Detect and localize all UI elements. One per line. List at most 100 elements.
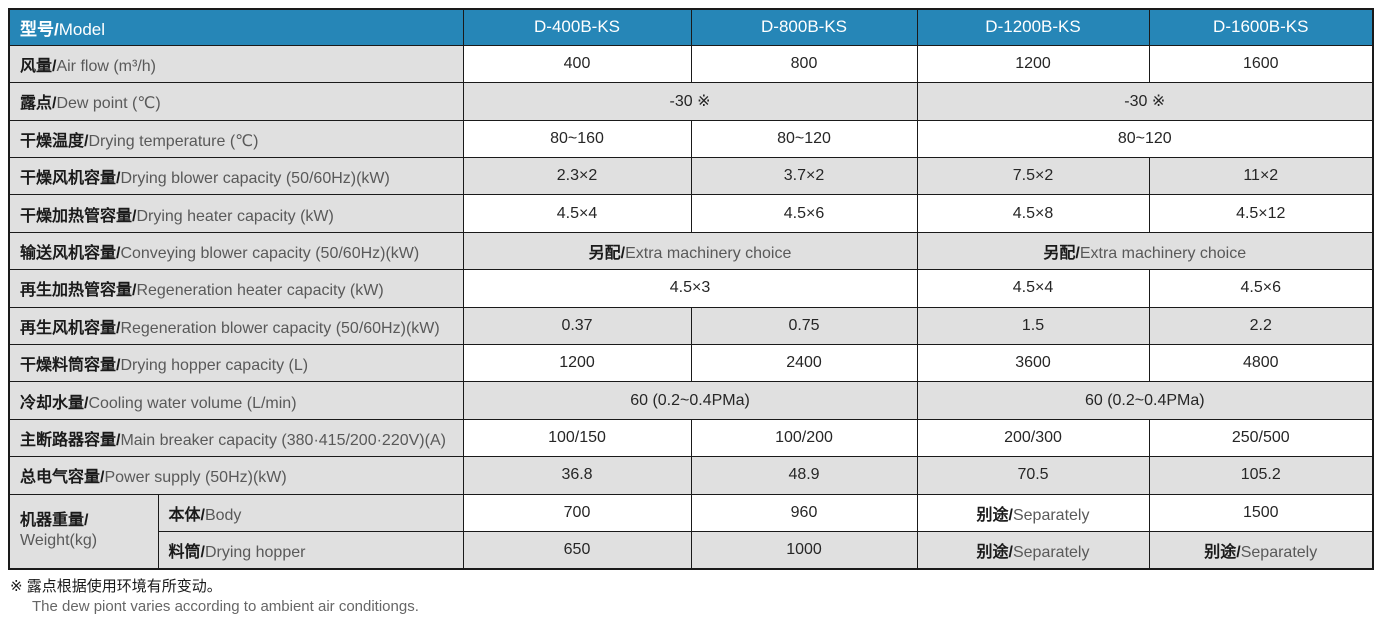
row-label: 冷却水量/Cooling water volume (L/min): [8, 381, 464, 420]
cell-value: 11×2: [1148, 157, 1374, 196]
spec-table: 型号/Model D-400B-KS D-800B-KS D-1200B-KS …: [8, 8, 1375, 570]
row-label-zh: 总电气容量/: [20, 469, 105, 487]
row-label: 主断路器容量/Main breaker capacity (380·415/20…: [8, 418, 464, 458]
spec-sheet: 型号/Model D-400B-KS D-800B-KS D-1200B-KS …: [8, 8, 1375, 618]
row-cooling-water-volume: 冷却水量/Cooling water volume (L/min) 60 (0.…: [8, 381, 1374, 420]
row-label-en: Drying blower capacity (50/60Hz)(kW): [120, 170, 390, 188]
cell-value-zh: 别途/: [1204, 543, 1241, 561]
row-label: 干燥温度/Drying temperature (℃): [8, 119, 464, 159]
cell-value: 1200: [916, 44, 1150, 84]
cell-value: 4.5×6: [1148, 269, 1374, 308]
cell-value-en: Separately: [1012, 506, 1090, 524]
cell-value-merged: -30 ※: [916, 82, 1374, 121]
cell-value: 4.5×12: [1148, 194, 1374, 233]
row-label-en: Body: [204, 506, 242, 524]
cell-value: 3.7×2: [690, 157, 918, 196]
cell-value: 1600: [1148, 44, 1374, 84]
cell-value: 960: [690, 493, 918, 532]
row-label-zh: 干燥风机容量/: [20, 170, 121, 188]
row-label-zh: 冷却水量/: [20, 394, 89, 412]
row-label-en: Dew point (℃): [56, 95, 161, 113]
row-label-zh: 露点/: [20, 95, 57, 113]
row-label: 干燥风机容量/Drying blower capacity (50/60Hz)(…: [8, 157, 464, 196]
row-label: 本体/Body: [157, 493, 464, 532]
cell-value: 70.5: [916, 456, 1150, 495]
row-label: 风量/Air flow (m³/h): [8, 44, 464, 84]
row-label-en: Air flow (m³/h): [56, 58, 157, 76]
cell-value-zh: 别途/: [976, 506, 1013, 524]
row-label: 干燥加热管容量/Drying heater capacity (kW): [8, 194, 464, 233]
row-drying-temperature: 干燥温度/Drying temperature (℃) 80~160 80~12…: [8, 119, 1374, 159]
column-header-model-2: D-800B-KS: [690, 8, 918, 46]
cell-value: 4.5×8: [916, 194, 1150, 233]
row-label-zh: 主断路器容量/: [20, 431, 121, 449]
row-label-en: Drying hopper: [204, 543, 306, 561]
cell-value: 4.5×4: [462, 194, 692, 233]
cell-value: 别途/Separately: [916, 493, 1150, 532]
row-label: 输送风机容量/Conveying blower capacity (50/60H…: [8, 231, 464, 271]
row-label: 再生加热管容量/Regeneration heater capacity (kW…: [8, 269, 464, 308]
cell-value-zh: 另配/: [588, 245, 626, 263]
row-label-en: Regeneration blower capacity (50/60Hz)(k…: [120, 319, 440, 337]
model-header-label-en: Model: [58, 19, 106, 39]
footnote-line-en: The dew piont varies according to ambien…: [32, 598, 419, 616]
cell-value: 700: [462, 493, 692, 532]
row-label: 干燥料筒容量/Drying hopper capacity (L): [8, 343, 464, 383]
weight-group-label-en: Weight(kg): [20, 532, 98, 550]
cell-value: 1500: [1148, 493, 1374, 532]
cell-value: 3600: [916, 343, 1150, 383]
row-label-en: Drying heater capacity (kW): [136, 207, 334, 225]
cell-value: 4.5×4: [916, 269, 1150, 308]
cell-value-merged: -30 ※: [462, 82, 918, 121]
row-label-zh: 干燥加热管容量/: [20, 207, 137, 225]
row-label-zh: 再生风机容量/: [20, 319, 121, 337]
row-label: 再生风机容量/Regeneration blower capacity (50/…: [8, 306, 464, 346]
cell-value-merged: 60 (0.2~0.4PMa): [462, 381, 918, 420]
cell-value: 650: [462, 530, 692, 570]
cell-value: 1.5: [916, 306, 1150, 346]
cell-value: 别途/Separately: [916, 530, 1150, 570]
row-drying-blower-capacity: 干燥风机容量/Drying blower capacity (50/60Hz)(…: [8, 157, 1374, 196]
cell-value-merged: 4.5×3: [462, 269, 918, 308]
cell-value: 800: [690, 44, 918, 84]
cell-value: 48.9: [690, 456, 918, 495]
row-label-zh: 料筒/: [168, 543, 205, 561]
row-conveying-blower-capacity: 输送风机容量/Conveying blower capacity (50/60H…: [8, 231, 1374, 271]
row-regeneration-heater-capacity: 再生加热管容量/Regeneration heater capacity (kW…: [8, 269, 1374, 308]
row-main-breaker-capacity: 主断路器容量/Main breaker capacity (380·415/20…: [8, 418, 1374, 458]
footnote: ※ 露点根据使用环境有所变动。 The dew piont varies acc…: [10, 577, 1374, 618]
cell-value: 100/150: [462, 418, 692, 458]
row-label-zh: 再生加热管容量/: [20, 282, 137, 300]
model-header-label-zh: 型号/: [20, 19, 59, 39]
cell-value-zh: 另配/: [1043, 245, 1080, 263]
column-header-model-4: D-1600B-KS: [1148, 8, 1374, 46]
row-label: 总电气容量/Power supply (50Hz)(kW): [8, 456, 464, 495]
weight-group-label-zh: 机器重量/: [20, 512, 89, 530]
row-label-zh: 输送风机容量/: [20, 245, 121, 263]
cell-value: 400: [462, 44, 692, 84]
cell-value: 100/200: [690, 418, 918, 458]
cell-value-merged: 另配/Extra machinery choice: [916, 231, 1374, 271]
row-label-en: Main breaker capacity (380·415/200·220V)…: [120, 431, 446, 449]
cell-value-en: Extra machinery choice: [625, 245, 792, 263]
model-header-label: 型号/Model: [8, 8, 464, 46]
cell-value: 4.5×6: [690, 194, 918, 233]
row-weight-body: 机器重量/ Weight(kg) 本体/Body 700 960 别途/Sepa…: [8, 493, 1374, 570]
cell-value: 1000: [690, 530, 918, 570]
cell-value-en: Extra machinery choice: [1079, 245, 1247, 263]
cell-value: 105.2: [1148, 456, 1374, 495]
cell-value: 2400: [690, 343, 918, 383]
row-label-en: Regeneration heater capacity (kW): [136, 282, 384, 300]
cell-value-merged: 另配/Extra machinery choice: [462, 231, 918, 271]
row-drying-heater-capacity: 干燥加热管容量/Drying heater capacity (kW) 4.5×…: [8, 194, 1374, 233]
row-label-zh: 风量/: [20, 58, 57, 76]
cell-value: 2.3×2: [462, 157, 692, 196]
cell-value-zh: 别途/: [976, 543, 1013, 561]
cell-value: 2.2: [1148, 306, 1374, 346]
cell-value-en: Separately: [1012, 543, 1090, 561]
cell-value: 0.37: [462, 306, 692, 346]
cell-value: 别途/Separately: [1148, 530, 1374, 570]
row-power-supply: 总电气容量/Power supply (50Hz)(kW) 36.8 48.9 …: [8, 456, 1374, 495]
weight-group-label: 机器重量/ Weight(kg): [8, 493, 159, 570]
column-header-model-3: D-1200B-KS: [916, 8, 1150, 46]
